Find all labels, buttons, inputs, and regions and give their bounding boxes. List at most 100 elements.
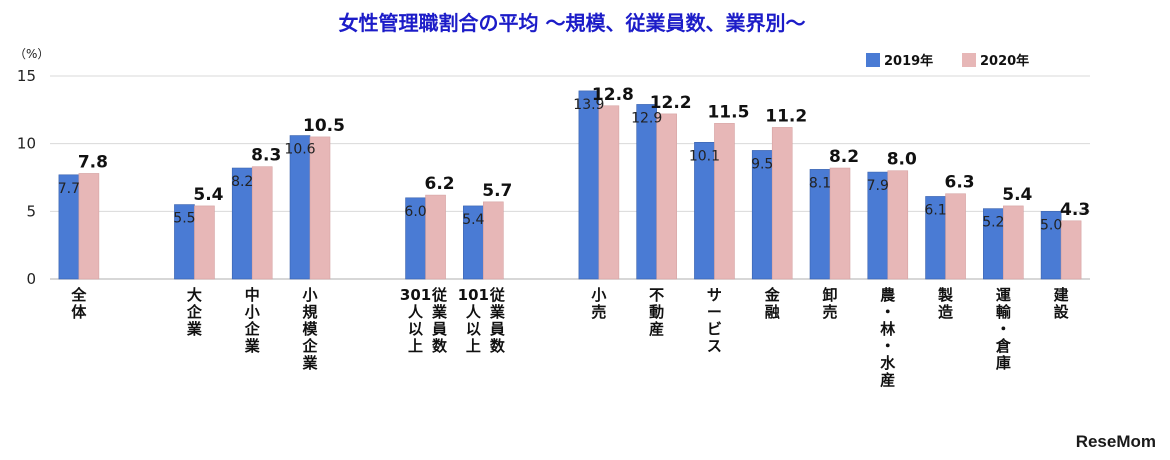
data-label-2019: 10.6 bbox=[284, 142, 315, 158]
chart-title: 女性管理職割合の平均 〜規模、従業員数、業界別〜 bbox=[339, 11, 806, 35]
data-label-2019: 5.4 bbox=[462, 212, 484, 228]
data-label-2019: 9.5 bbox=[751, 156, 773, 172]
bar-2020 bbox=[887, 170, 909, 280]
category-label: 員 bbox=[489, 320, 505, 338]
data-label-2019: 6.1 bbox=[924, 202, 946, 218]
y-tick-label: 5 bbox=[26, 202, 36, 220]
category-label: 上 bbox=[466, 337, 481, 355]
category-label: 数 bbox=[490, 337, 506, 355]
data-label-2020: 11.2 bbox=[765, 106, 807, 126]
category-label: 人 bbox=[408, 303, 424, 321]
category-label: 体 bbox=[71, 303, 87, 321]
category-label: 水 bbox=[880, 354, 896, 372]
category-label: 不 bbox=[649, 286, 664, 304]
category-label: 員 bbox=[431, 320, 447, 338]
data-label-2019: 12.9 bbox=[631, 110, 662, 126]
data-label-2020: 5.4 bbox=[1002, 185, 1032, 205]
category-label: ビ bbox=[707, 320, 722, 338]
data-label-2019: 5.5 bbox=[173, 211, 195, 227]
category-label: 規 bbox=[302, 303, 317, 321]
category-label: 運 bbox=[996, 286, 1012, 304]
category-label: 中 bbox=[245, 286, 260, 304]
data-label-2019: 5.0 bbox=[1040, 217, 1062, 233]
category-label: 従 bbox=[431, 286, 448, 304]
category-label: 輸 bbox=[996, 303, 1012, 321]
bar-2020 bbox=[78, 173, 100, 280]
category-label: 売 bbox=[591, 303, 606, 321]
category-label: ・ bbox=[880, 337, 895, 355]
bar-2020 bbox=[251, 166, 273, 280]
data-label-2020: 11.5 bbox=[707, 102, 749, 122]
bar-2020 bbox=[194, 205, 215, 280]
y-tick-label: 0 bbox=[26, 270, 36, 288]
bar-2020 bbox=[1060, 220, 1082, 280]
category-label: 卸 bbox=[822, 286, 837, 304]
category-label: 模 bbox=[302, 320, 318, 338]
category-label: 101 bbox=[458, 286, 489, 304]
bar-2020 bbox=[771, 127, 793, 280]
data-label-2019: 10.1 bbox=[689, 148, 720, 164]
bar-2020 bbox=[425, 194, 446, 280]
category-label: 以 bbox=[466, 320, 481, 338]
y-unit-label: （%） bbox=[14, 47, 49, 61]
category-label: 以 bbox=[408, 320, 423, 338]
legend-swatch bbox=[962, 53, 976, 67]
bar-2020 bbox=[829, 167, 851, 280]
category-label: 数 bbox=[432, 337, 448, 355]
legend-label: 2020年 bbox=[980, 53, 1029, 69]
category-label: 業 bbox=[244, 337, 261, 355]
category-label: 全 bbox=[70, 286, 87, 304]
category-label: 業 bbox=[489, 303, 506, 321]
data-label-2019: 5.2 bbox=[982, 215, 1004, 231]
category-label: 小 bbox=[245, 303, 260, 321]
category-label: ー bbox=[707, 303, 722, 321]
data-label-2020: 5.4 bbox=[193, 185, 223, 205]
data-label-2020: 7.8 bbox=[78, 152, 108, 172]
category-label: 造 bbox=[938, 303, 953, 321]
category-label: 融 bbox=[765, 303, 780, 321]
data-label-2020: 6.2 bbox=[424, 174, 454, 194]
category-label: 業 bbox=[431, 303, 448, 321]
y-tick-label: 10 bbox=[17, 135, 36, 153]
data-label-2019: 13.9 bbox=[573, 97, 604, 113]
category-label: 人 bbox=[466, 303, 482, 321]
category-label: 上 bbox=[408, 337, 423, 355]
category-label: 企 bbox=[301, 337, 318, 355]
grid: 0 5 10 15 bbox=[17, 67, 1090, 288]
category-label: 売 bbox=[822, 303, 837, 321]
category-label: ・ bbox=[880, 303, 895, 321]
data-label-2019: 6.0 bbox=[404, 204, 426, 220]
category-label: 大 bbox=[187, 286, 202, 304]
category-label: 倉 bbox=[995, 337, 1012, 355]
category-label: 業 bbox=[186, 320, 203, 338]
legend-label: 2019年 bbox=[884, 53, 933, 69]
legend: 2019年 2020年 bbox=[866, 53, 1029, 69]
category-label: 製 bbox=[937, 286, 953, 304]
bars bbox=[58, 90, 1082, 280]
bar-2020 bbox=[1003, 205, 1024, 280]
bar-2020 bbox=[309, 136, 331, 280]
data-labels: 7.7 7.8 5.5 5.4 8.2 8.3 10.6 10.5 6.0 6.2 5.4 5.7 13… bbox=[58, 85, 1090, 234]
data-label-2020: 8.0 bbox=[887, 150, 917, 170]
data-label-2020: 10.5 bbox=[303, 116, 345, 136]
category-label: 企 bbox=[244, 320, 261, 338]
category-label: 建 bbox=[1054, 286, 1070, 304]
category-label: 林 bbox=[880, 320, 896, 338]
category-label: ・ bbox=[996, 320, 1011, 338]
category-label: 産 bbox=[880, 371, 895, 389]
category-label: 小 bbox=[302, 286, 317, 304]
data-label-2019: 8.1 bbox=[809, 175, 831, 191]
bar-2019 bbox=[578, 90, 600, 280]
data-label-2020: 8.2 bbox=[829, 147, 859, 167]
bar-2019 bbox=[636, 104, 657, 280]
category-label: 301 bbox=[400, 286, 431, 304]
bar-2020 bbox=[714, 123, 735, 280]
data-label-2019: 8.2 bbox=[231, 174, 253, 190]
category-label: 従 bbox=[489, 286, 506, 304]
data-label-2020: 12.8 bbox=[592, 85, 634, 105]
bar-2020 bbox=[598, 105, 620, 280]
bar-2020 bbox=[483, 201, 504, 280]
data-label-2020: 8.3 bbox=[251, 146, 281, 166]
data-label-2020: 4.3 bbox=[1060, 200, 1090, 220]
